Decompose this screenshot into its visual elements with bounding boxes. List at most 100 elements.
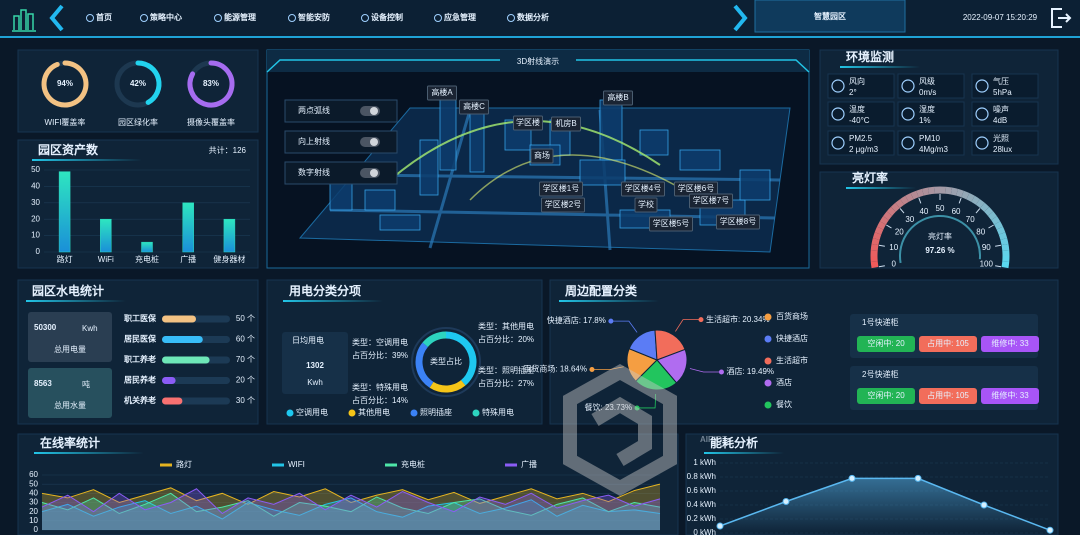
gauge-tick-label: 100 bbox=[980, 259, 994, 268]
stat-value: 8563 bbox=[34, 379, 52, 388]
building-tag bbox=[539, 181, 583, 197]
hbar-value: 60 个 bbox=[236, 335, 255, 344]
locker-status: 占用中: 105 bbox=[927, 338, 969, 348]
env-icon bbox=[975, 107, 989, 121]
logout-icon[interactable] bbox=[1051, 8, 1072, 28]
building-tag bbox=[634, 197, 658, 213]
gauge-tick-label: 30 bbox=[905, 215, 914, 224]
ring-label: 园区绿化率 bbox=[118, 117, 158, 127]
gauge-band bbox=[994, 221, 1003, 230]
legend-dot bbox=[764, 401, 772, 409]
toggle-box bbox=[284, 130, 398, 154]
nav-item[interactable]: 应急管理 bbox=[434, 12, 477, 22]
gauge-band bbox=[872, 232, 882, 240]
title-underline bbox=[846, 187, 916, 189]
env-cell bbox=[971, 130, 1039, 156]
building bbox=[364, 189, 396, 211]
env-cell bbox=[897, 73, 965, 99]
bar bbox=[182, 202, 194, 253]
toggle-knob bbox=[370, 138, 378, 146]
env-cell bbox=[827, 73, 895, 99]
nav-icon bbox=[434, 14, 442, 22]
pie-value-label: 酒店: 19.49% bbox=[726, 366, 774, 376]
area-fill bbox=[42, 484, 660, 530]
daily-box bbox=[282, 332, 348, 394]
area-line bbox=[41, 497, 661, 520]
ring-label: 摄像头覆盖率 bbox=[187, 117, 235, 127]
title-box bbox=[754, 0, 906, 33]
locker-badge bbox=[857, 388, 915, 404]
env-icon bbox=[831, 136, 845, 150]
nav-item[interactable]: 策略中心 bbox=[140, 12, 183, 22]
y-tick-label: 1 kWh bbox=[693, 458, 716, 467]
donut-segment bbox=[429, 379, 466, 393]
gauge-band bbox=[905, 193, 914, 202]
building-label: 学区楼5号 bbox=[653, 218, 689, 228]
ray-toggle[interactable]: 两点弧线 bbox=[284, 99, 398, 123]
gauge-tick-label: 0 bbox=[891, 259, 896, 268]
nav-item[interactable]: 设备控制 bbox=[361, 12, 404, 22]
gauge-tick bbox=[899, 208, 905, 214]
building-tag bbox=[530, 148, 554, 164]
legend-label: 广播 bbox=[521, 459, 537, 469]
legend-label: 餐饮 bbox=[776, 399, 792, 409]
area-line bbox=[41, 492, 661, 517]
toggle-label: 向上射线 bbox=[298, 136, 330, 146]
locker-badge bbox=[981, 388, 1039, 404]
legend-label: 照明插座 bbox=[420, 407, 452, 417]
callout-type: 类型：特殊用电 bbox=[352, 382, 408, 392]
pie-leader-dot bbox=[634, 405, 640, 411]
gauge-band bbox=[971, 195, 980, 205]
callout-type: 类型：其他用电 bbox=[478, 321, 534, 331]
energy-point bbox=[1046, 526, 1054, 534]
donut-segment bbox=[422, 331, 447, 348]
gauge-band bbox=[870, 243, 879, 251]
legend-dot bbox=[764, 379, 772, 387]
env-icon bbox=[831, 107, 845, 121]
env-value: 1% bbox=[919, 116, 931, 125]
stat-unit: 吨 bbox=[82, 379, 90, 389]
gauge-band bbox=[927, 186, 935, 195]
gauge-value-arc bbox=[899, 215, 981, 264]
y-tick-label: 10 bbox=[31, 231, 40, 240]
watermark: AIRIOT bbox=[700, 435, 727, 444]
y-tick-label: 10 bbox=[29, 516, 38, 525]
nav-icon bbox=[86, 14, 94, 22]
stat-label: 总用电量 bbox=[54, 344, 86, 354]
env-label: 湿度 bbox=[919, 104, 935, 114]
toggle-label: 数字射线 bbox=[298, 167, 330, 177]
env-icon bbox=[901, 136, 915, 150]
gauge-tick bbox=[958, 197, 962, 204]
nav-label: 能源管理 bbox=[224, 12, 256, 22]
building-tag bbox=[603, 90, 633, 106]
gauge-band bbox=[998, 232, 1008, 240]
nav-item[interactable]: 能源管理 bbox=[214, 12, 257, 22]
pie-leader-dot bbox=[608, 318, 614, 324]
title-underline bbox=[559, 300, 659, 302]
callout-type: 类型：照明插座 bbox=[478, 365, 534, 375]
gauge-band bbox=[900, 195, 909, 205]
building bbox=[439, 99, 457, 171]
gauge-band bbox=[879, 216, 889, 225]
ray-toggle[interactable]: 向上射线 bbox=[284, 130, 398, 154]
legend-dot bbox=[410, 409, 418, 417]
nav-item[interactable]: 首页 bbox=[86, 12, 113, 22]
ray-toggle[interactable]: 数字射线 bbox=[284, 161, 398, 185]
chart-subtitle: 共计：126 bbox=[209, 145, 247, 155]
building bbox=[639, 129, 669, 156]
gauge-band bbox=[966, 193, 975, 202]
gauge-tick-label: 60 bbox=[952, 207, 961, 216]
gauge-tick bbox=[975, 208, 981, 214]
nav-item[interactable]: 数据分析 bbox=[507, 12, 550, 22]
nav-item[interactable]: 智能安防 bbox=[288, 12, 331, 22]
ring-value-label: 83% bbox=[203, 79, 219, 88]
panel-title: 园区水电统计 bbox=[32, 283, 104, 298]
pie-slice bbox=[654, 329, 686, 361]
gauge-band bbox=[870, 261, 879, 269]
nav-label: 数据分析 bbox=[517, 12, 549, 22]
nav-icon bbox=[507, 14, 515, 22]
locker-status: 空闲中: 20 bbox=[867, 390, 905, 400]
pie-leader-dot bbox=[718, 369, 724, 375]
env-icon bbox=[831, 79, 845, 93]
